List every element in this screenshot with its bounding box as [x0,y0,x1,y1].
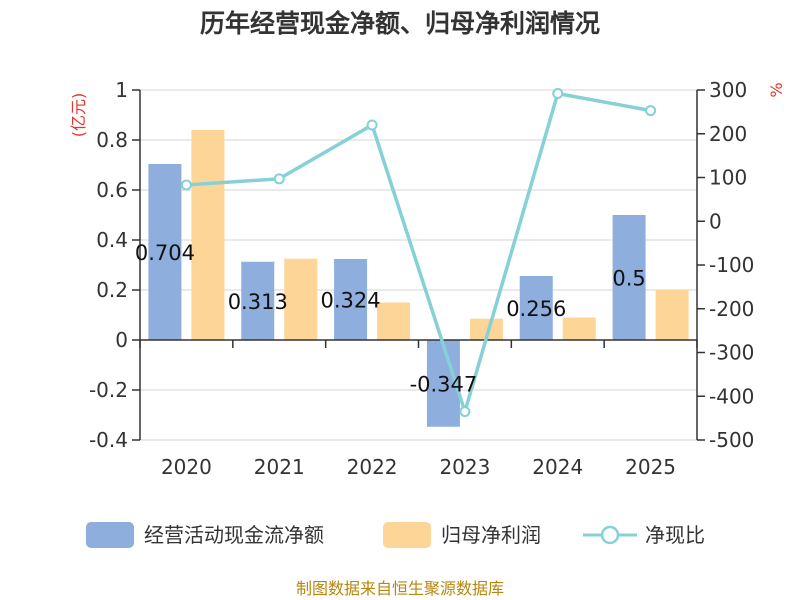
bars [148,130,689,427]
bar-data-label: 0.324 [321,289,381,313]
chart-title: 历年经营现金净额、归母净利润情况 [200,9,600,38]
bar-net-profit [191,130,225,340]
x-tick-label: 2024 [532,455,583,479]
axes: 1 0.8 0.6 0.4 0.2 0 -0.2 -0.4 300 200 100 0 -100 -200… [69,78,786,479]
legend-label-ratio: 净现比 [645,523,705,547]
ratio-point [459,406,471,418]
ratio-point [366,119,378,131]
ratio-point [645,105,657,117]
legend-marker-ratio [600,525,620,545]
ratio-point [552,88,564,99]
left-tick-label: 0.4 [96,228,128,252]
x-tick-label: 2023 [439,455,490,479]
x-tick-label: 2022 [347,455,398,479]
right-tick-label: -500 [709,428,754,452]
bar-net-profit [469,318,503,340]
bar-data-label: 0.313 [228,290,288,314]
x-tick-label: 2025 [625,455,676,479]
bar-data-label: 0.5 [612,267,645,291]
bar-data-label: 0.256 [506,297,566,321]
left-tick-label: -0.2 [89,378,128,402]
left-axis-unit: (亿元) [69,93,88,138]
ratio-line [180,88,657,418]
right-tick-label: 200 [709,122,747,146]
left-tick-label: 0.8 [96,128,128,152]
source-note: 制图数据来自恒生聚源数据库 [296,579,504,598]
bar-net-profit [562,317,596,340]
legend-label-operating-cash-flow: 经营活动现金流净额 [144,523,324,547]
bar-operating-cash-flow [148,164,182,340]
bar-operating-cash-flow [241,261,275,340]
legend-label-net-profit: 归母净利润 [441,523,541,547]
right-tick-label: 300 [709,78,747,102]
left-tick-label: 0.2 [96,278,128,302]
left-tick-label: -0.4 [89,428,128,452]
ratio-line-path [186,91,651,418]
right-tick-label: -400 [709,384,754,408]
bar-data-label: 0.704 [135,241,195,265]
bar-operating-cash-flow [519,276,553,340]
right-tick-label: 0 [709,209,722,233]
right-axis-unit: % [767,82,786,97]
bar-net-profit [655,290,689,340]
bar-data-label: -0.347 [410,372,478,396]
left-tick-label: 1 [115,78,128,102]
bar-operating-cash-flow [612,215,646,340]
legend-swatch-operating-cash-flow [86,522,134,548]
ratio-point [273,173,285,185]
legend-swatch-net-profit [383,522,431,548]
left-tick-label: 0 [115,328,128,352]
bar-net-profit [377,302,411,340]
data-labels: 0.704 0.313 0.324 -0.347 0.256 0.5 [135,241,646,396]
grid [140,89,697,441]
bar-operating-cash-flow [334,259,368,340]
bar-net-profit [284,258,318,340]
x-tick-label: 2020 [161,455,212,479]
legend: 经营活动现金流净额 归母净利润 净现比 [86,522,705,548]
right-tick-label: -200 [709,297,754,321]
right-tick-label: -100 [709,253,754,277]
x-tick-label: 2021 [254,455,305,479]
left-tick-label: 0.6 [96,178,128,202]
ratio-point [180,179,192,191]
right-tick-label: -300 [709,341,754,365]
right-tick-label: 100 [709,166,747,190]
